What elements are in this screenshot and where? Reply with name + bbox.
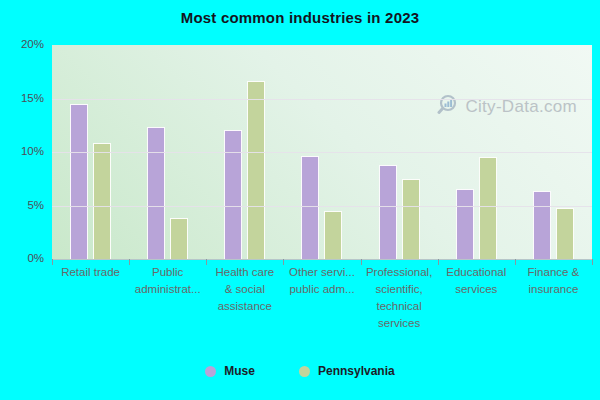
gridline (52, 99, 592, 100)
y-axis-tick-label: 0% (27, 252, 44, 264)
gridline (52, 152, 592, 153)
y-axis-tick-label: 15% (21, 92, 44, 104)
legend: Muse Pennsylvania (0, 364, 600, 378)
x-axis-category-label: Educationalservices (438, 264, 515, 332)
legend-item-pennsylvania: Pennsylvania (299, 364, 395, 378)
bar-muse-3 (301, 156, 319, 259)
y-axis-tick-label: 20% (21, 38, 44, 50)
x-axis-labels: Retail tradePublicadministrat...Health c… (52, 264, 592, 332)
x-axis-category-label: Publicadministrat... (129, 264, 206, 332)
bar-pennsylvania-3 (324, 211, 342, 259)
y-axis: 20%15%10%5%0% (0, 45, 48, 259)
bar-pennsylvania-1 (170, 218, 188, 259)
muse-series-dot-icon (205, 366, 216, 377)
industries-bar-chart: Most common industries in 2023 20% 15% 10%… (0, 0, 600, 400)
bar-muse-6 (533, 191, 551, 259)
x-axis-tick (592, 259, 593, 265)
watermark-text: City-Data.com (465, 97, 577, 117)
legend-label-muse: Muse (224, 364, 255, 378)
chart-title: Most common industries in 2023 (0, 9, 600, 26)
bar-pennsylvania-4 (402, 179, 420, 259)
x-axis-category-label: Finance &insurance (515, 264, 592, 332)
bar-pennsylvania-6 (556, 208, 574, 259)
pennsylvania-series-dot-icon (299, 366, 310, 377)
bar-muse-1 (147, 127, 165, 259)
bar-muse-5 (456, 189, 474, 259)
plot-area: City-Data.com (52, 45, 592, 260)
gridline (52, 206, 592, 207)
legend-item-muse: Muse (205, 364, 255, 378)
x-axis-category-label: Other servi...public adm... (283, 264, 360, 332)
y-axis-tick-label: 5% (27, 199, 44, 211)
magnifier-chart-icon (437, 93, 461, 121)
y-axis-tick-label: 10% (21, 145, 44, 157)
bar-muse-0 (70, 104, 88, 259)
bar-pennsylvania-5 (479, 157, 497, 259)
x-axis-category-label: Professional,scientific,technicalservice… (361, 264, 438, 332)
bar-muse-2 (224, 130, 242, 259)
legend-label-pennsylvania: Pennsylvania (318, 364, 395, 378)
x-axis-category-label: Retail trade (52, 264, 129, 332)
x-axis-category-label: Health care& socialassistance (206, 264, 283, 332)
bar-pennsylvania-2 (247, 81, 265, 259)
bar-muse-4 (379, 165, 397, 259)
bar-pennsylvania-0 (93, 143, 111, 259)
